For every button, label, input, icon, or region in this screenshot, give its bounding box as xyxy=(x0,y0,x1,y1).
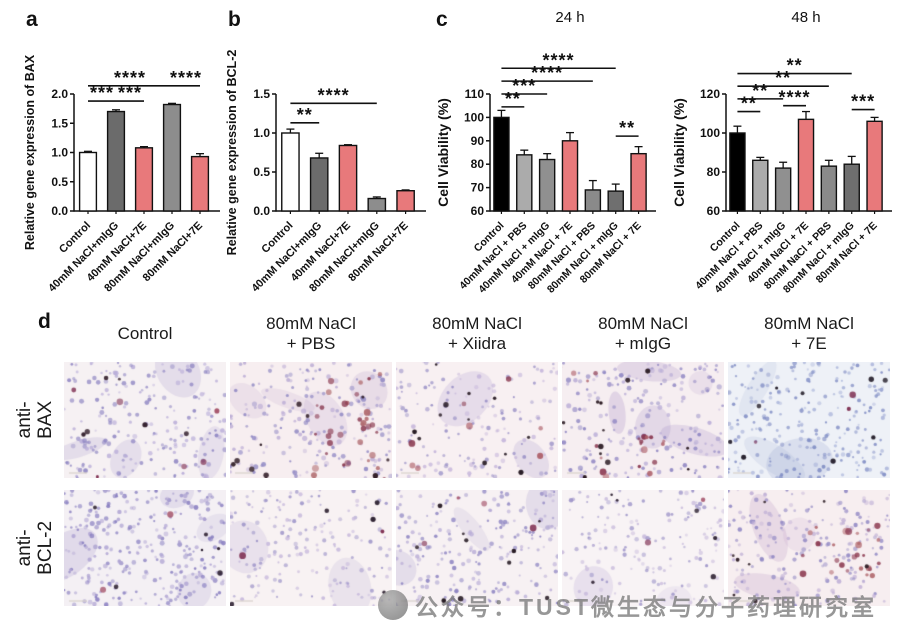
svg-text:0.0: 0.0 xyxy=(51,204,68,218)
svg-text:1.5: 1.5 xyxy=(51,116,68,130)
svg-text:**: ** xyxy=(752,81,768,101)
svg-text:1.0: 1.0 xyxy=(253,126,270,140)
anti-bcl2-row-label: anti- BCL-2 xyxy=(8,490,64,606)
micrograph-bax-7e xyxy=(728,362,890,478)
panel-d: d Control 80mM NaCl + PBS 80mM NaCl + Xi… xyxy=(0,306,899,620)
svg-text:60: 60 xyxy=(707,204,721,218)
micrograph-bcl2-control xyxy=(64,490,226,606)
svg-text:****: **** xyxy=(170,68,202,88)
svg-text:48 h: 48 h xyxy=(791,9,820,26)
anti-bax-row: anti- BAX xyxy=(8,362,899,478)
column-header-line: 80mM NaCl xyxy=(598,313,688,333)
column-header-7e: 80mM NaCl + 7E xyxy=(728,314,890,354)
svg-text:90: 90 xyxy=(471,134,485,148)
svg-text:0.5: 0.5 xyxy=(253,165,270,179)
svg-text:Relative gene expression of BC: Relative gene expression of BCL-2 xyxy=(225,50,239,256)
svg-text:0.5: 0.5 xyxy=(51,175,68,189)
column-header-xiidra: 80mM NaCl + Xiidra xyxy=(396,314,558,354)
charts-section: a Relative gene expression of BAX 0.0 0.5 1… xyxy=(0,0,899,304)
bax-expression-chart: Relative gene expression of BAX 0.0 0.5 1.0… xyxy=(23,54,220,294)
svg-text:****: **** xyxy=(543,50,575,70)
anti-bax-row-label: anti- BAX xyxy=(8,362,64,478)
column-header-control: Control xyxy=(64,324,226,344)
svg-text:80: 80 xyxy=(471,157,485,171)
column-header-line: Control xyxy=(117,323,173,343)
panel-b-label: b xyxy=(228,8,241,31)
micrograph-bax-migg xyxy=(562,362,724,478)
svg-text:***: *** xyxy=(90,83,114,103)
panel-a-label: a xyxy=(26,8,38,31)
panel-d-label: d xyxy=(38,310,51,333)
column-header-pbs: 80mM NaCl + PBS xyxy=(230,314,392,354)
micrograph-bcl2-migg xyxy=(562,490,724,606)
micrograph-bcl2-pbs xyxy=(230,490,392,606)
micrograph-bcl2-7e xyxy=(728,490,890,606)
svg-text:60: 60 xyxy=(471,204,485,218)
svg-text:**: ** xyxy=(787,56,803,76)
column-header-line: + 7E xyxy=(791,334,827,353)
column-header-line: 80mM NaCl xyxy=(266,313,356,333)
svg-text:100: 100 xyxy=(700,126,720,140)
row-label-line: BAX xyxy=(35,400,56,440)
row-label-line: BCL-2 xyxy=(34,521,56,575)
svg-text:2.0: 2.0 xyxy=(51,87,68,101)
row-label-line: anti- xyxy=(14,401,36,439)
svg-text:0.0: 0.0 xyxy=(253,204,270,218)
svg-text:80: 80 xyxy=(707,165,721,179)
svg-text:***: *** xyxy=(851,92,875,112)
column-header-line: + PBS xyxy=(286,334,336,353)
column-header-line: + Xiidra xyxy=(447,334,507,353)
svg-text:****: **** xyxy=(114,68,146,88)
svg-text:1.0: 1.0 xyxy=(51,146,68,160)
svg-text:****: **** xyxy=(318,85,350,105)
micrograph-bcl2-xiidra xyxy=(396,490,558,606)
panel-c-label: c xyxy=(436,8,448,31)
micrograph-bax-xiidra xyxy=(396,362,558,478)
svg-text:70: 70 xyxy=(471,181,485,195)
micrograph-column-headers: Control 80mM NaCl + PBS 80mM NaCl + Xiid… xyxy=(64,306,899,362)
panel-c: c 24 h Cell Viability (%) 60 70 80 90 100 110 Co… xyxy=(434,6,894,299)
svg-text:110: 110 xyxy=(465,87,485,101)
bcl2-expression-chart: Relative gene expression of BCL-2 0.0 0.5 1… xyxy=(225,50,426,294)
column-header-line: 80mM NaCl xyxy=(764,313,854,333)
micrograph-bax-control xyxy=(64,362,226,478)
svg-text:**: ** xyxy=(619,118,635,138)
column-header-migg: 80mM NaCl + mIgG xyxy=(562,314,724,354)
panel-b: b Relative gene expression of BCL-2 0.0 0.… xyxy=(222,6,428,304)
row-label-line: anti- xyxy=(14,529,36,567)
svg-text:Cell Viability (%): Cell Viability (%) xyxy=(671,98,687,207)
svg-text:120: 120 xyxy=(700,87,720,101)
micrograph-bax-pbs xyxy=(230,362,392,478)
anti-bcl2-row: anti- BCL-2 xyxy=(8,490,899,606)
svg-text:Cell Viability (%): Cell Viability (%) xyxy=(435,98,451,207)
svg-text:**: ** xyxy=(297,105,313,125)
column-header-line: + mIgG xyxy=(614,334,672,353)
column-header-line: 80mM NaCl xyxy=(432,313,522,333)
svg-text:Relative gene expression of BA: Relative gene expression of BAX xyxy=(23,54,37,250)
panel-a: a Relative gene expression of BAX 0.0 0.5 1… xyxy=(20,6,222,304)
svg-text:****: **** xyxy=(779,88,811,108)
svg-text:***: *** xyxy=(118,83,142,103)
svg-text:24 h: 24 h xyxy=(555,9,584,26)
svg-text:100: 100 xyxy=(464,110,484,124)
svg-text:1.5: 1.5 xyxy=(253,87,270,101)
